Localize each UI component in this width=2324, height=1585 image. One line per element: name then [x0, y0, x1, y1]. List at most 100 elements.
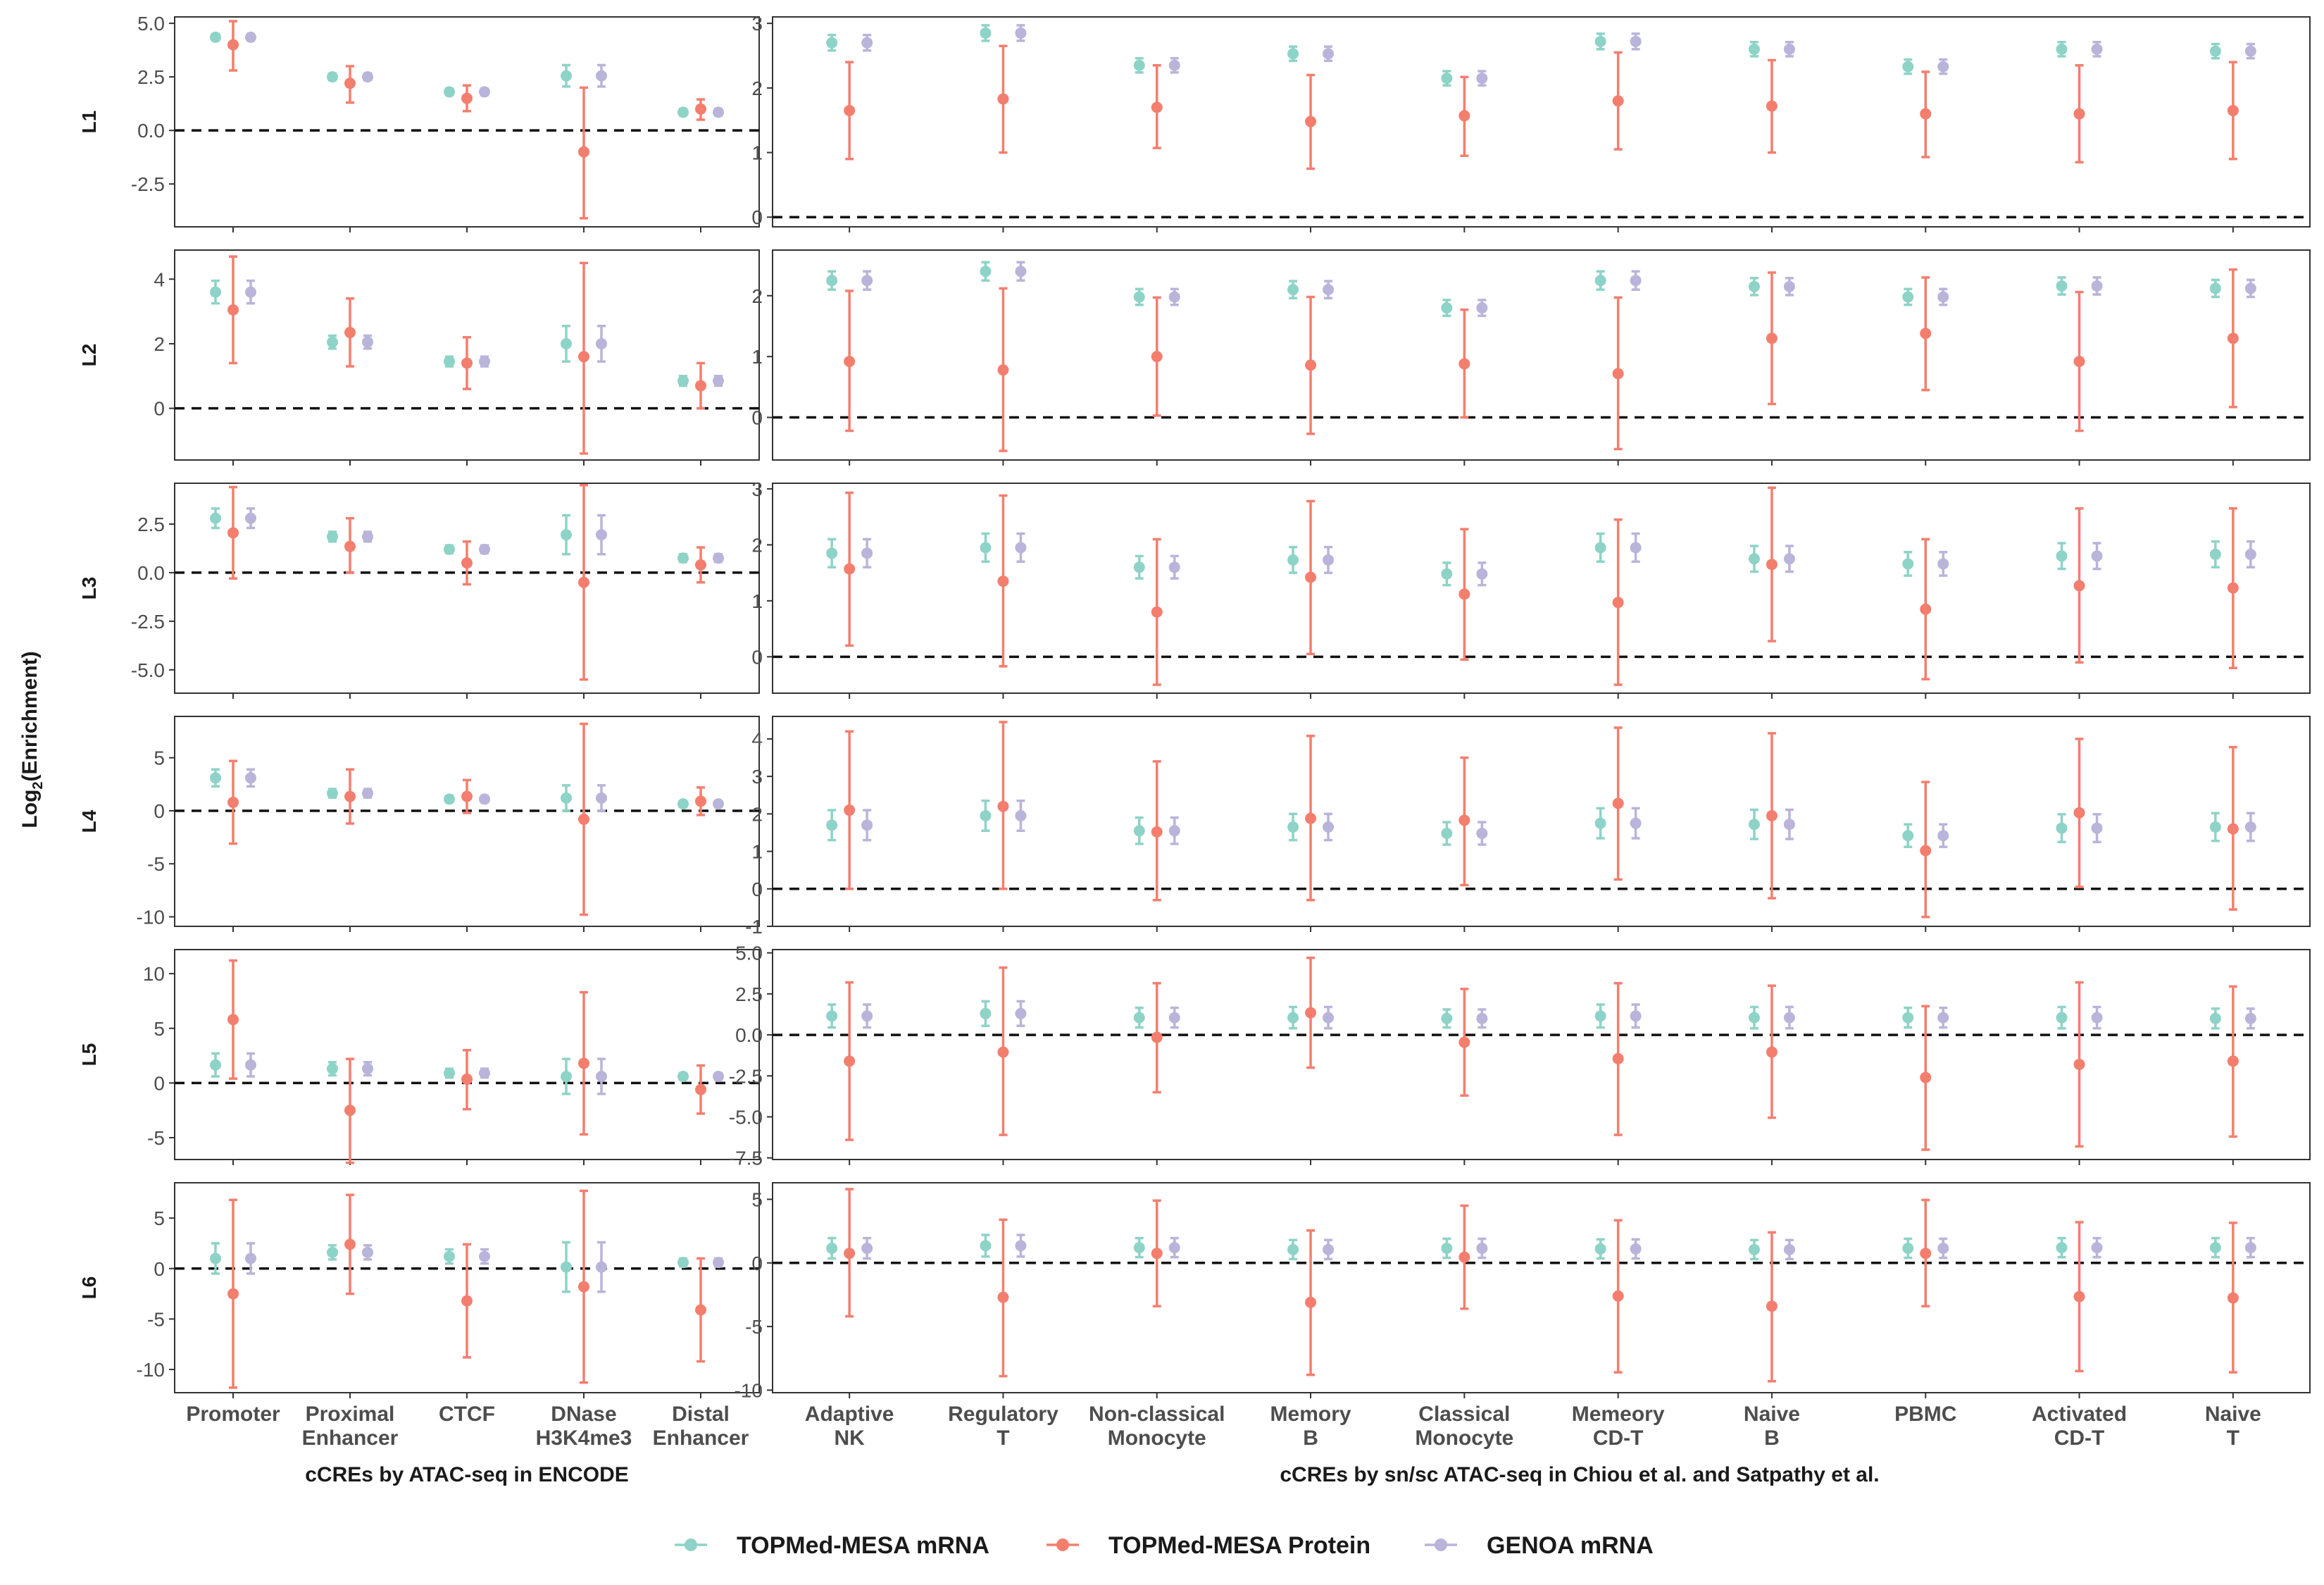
series-2-point	[344, 790, 356, 802]
series-1-point	[1902, 558, 1914, 570]
series-3-point	[2244, 282, 2256, 294]
series-2-point	[344, 1238, 356, 1250]
series-2-point	[844, 104, 856, 116]
y-tick-label: 5.0	[137, 13, 165, 35]
series-2-point	[1612, 368, 1624, 380]
series-2-point	[1305, 116, 1317, 128]
series-2-point	[227, 527, 239, 539]
series-3-point	[713, 375, 724, 387]
y-tick-label: -5	[147, 1127, 165, 1149]
y-tick-label: 3	[751, 13, 763, 35]
series-3-point	[245, 512, 256, 524]
series-3-point	[861, 547, 873, 559]
series-2-point	[2073, 1058, 2085, 1070]
series-1-point	[1441, 568, 1453, 580]
series-1-point	[1133, 825, 1145, 837]
series-3-point	[2091, 822, 2103, 834]
series-2-point	[1458, 1251, 1470, 1263]
series-1-point	[826, 37, 838, 49]
series-1-point	[1902, 1012, 1914, 1024]
row-label-L4: L4	[78, 809, 100, 833]
series-2-point	[695, 103, 706, 115]
y-tick-label: 5	[154, 1018, 165, 1040]
series-2-point	[2073, 807, 2085, 819]
series-3-point	[1168, 1012, 1180, 1024]
series-2-point	[1612, 1052, 1624, 1064]
series-3-point	[1476, 828, 1488, 840]
series-3-point	[713, 798, 724, 810]
series-3-point	[1783, 819, 1795, 831]
series-2-point	[461, 790, 473, 802]
y-tick-label: 0	[154, 1072, 165, 1094]
x-category-label: Memory	[1270, 1403, 1351, 1426]
series-3-point	[1937, 1012, 1949, 1024]
y-tick-label: 3	[751, 766, 763, 788]
series-2-point	[227, 796, 239, 808]
x-category-label: H3K4me3	[536, 1426, 632, 1450]
series-1-point	[210, 772, 221, 784]
series-2-point	[1305, 812, 1317, 824]
series-3-point	[245, 1059, 256, 1071]
series-1-point	[1902, 830, 1914, 842]
series-2-point	[1920, 328, 1932, 340]
series-1-point	[1748, 819, 1760, 831]
series-2-point	[2227, 332, 2239, 344]
y-tick-label: -2.5	[131, 173, 165, 195]
series-1-point	[826, 275, 838, 287]
series-2-point	[1151, 826, 1163, 838]
x-category-label: DNase	[551, 1403, 616, 1426]
y-tick-label: -10	[735, 1379, 763, 1401]
series-2-point	[2227, 1292, 2239, 1304]
y-tick-label: -5	[147, 1308, 165, 1330]
series-1-point	[980, 1240, 992, 1252]
series-3-point	[245, 772, 256, 784]
series-2-point	[1612, 797, 1624, 809]
series-1-point	[2209, 1012, 2221, 1024]
series-2-point	[695, 1083, 706, 1095]
right-panel-L4: 4 3 2 1 0 -1	[745, 716, 2311, 938]
series-1-point	[677, 798, 689, 810]
series-3-point	[1015, 27, 1027, 39]
series-3-point	[1630, 817, 1642, 829]
y-tick-label: -7.5	[729, 1148, 763, 1169]
series-3-point	[713, 1071, 724, 1083]
series-1-point	[980, 810, 992, 822]
series-3-point	[2244, 1012, 2256, 1024]
series-1-point	[980, 542, 992, 554]
series-3-point	[2091, 550, 2103, 562]
series-2-point	[1151, 101, 1163, 113]
series-3-point	[1476, 73, 1488, 85]
series-1-point	[1287, 48, 1299, 60]
series-3-point	[1783, 280, 1795, 292]
series-3-point	[861, 37, 873, 49]
series-2-point	[1920, 1248, 1932, 1260]
y-tick-label: 1	[751, 142, 763, 164]
series-1-point	[2056, 822, 2068, 834]
left-panel-L5: 10 5 0 -5	[143, 949, 760, 1165]
panel-border	[174, 16, 760, 228]
panel-border	[174, 716, 760, 927]
series-3-point	[479, 356, 490, 368]
series-1-point	[980, 27, 992, 39]
y-tick-label: 5	[154, 747, 165, 769]
series-1-point	[444, 86, 455, 98]
series-2-point	[695, 795, 706, 807]
x-category-label: CTCF	[439, 1403, 495, 1426]
series-2-point	[1766, 559, 1778, 571]
panel-border	[772, 949, 2311, 1160]
series-1-point	[210, 512, 221, 524]
series-1-point	[1902, 61, 1914, 73]
series-1-point	[677, 1257, 689, 1269]
series-3-point	[1015, 542, 1027, 554]
series-2-point	[1612, 597, 1624, 609]
series-2-point	[1766, 810, 1778, 822]
series-2-point	[997, 1046, 1009, 1058]
x-category-label: Monocyte	[1415, 1426, 1513, 1450]
series-1-point	[1287, 554, 1299, 566]
right-panel-L2: 2 1 0	[751, 249, 2311, 466]
series-3-point	[1476, 302, 1488, 314]
series-1-point	[1133, 291, 1145, 303]
y-tick-label: -5.0	[131, 659, 165, 681]
series-2-point	[461, 1295, 473, 1307]
